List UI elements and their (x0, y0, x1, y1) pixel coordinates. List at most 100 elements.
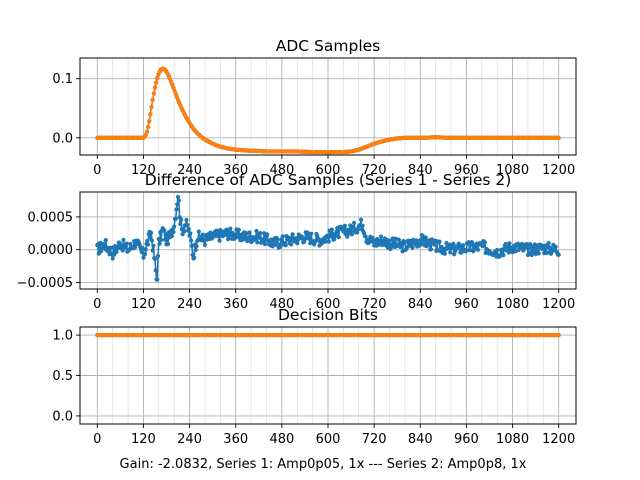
data-point (148, 112, 153, 117)
data-point (461, 243, 466, 248)
data-point (358, 217, 364, 222)
data-point (448, 250, 453, 255)
data-point (108, 245, 113, 250)
data-point (165, 241, 171, 247)
data-point (283, 243, 288, 248)
data-point (140, 245, 145, 251)
data-point (423, 235, 428, 240)
x-tick-label: 120 (131, 163, 156, 178)
data-point (152, 256, 158, 262)
data-point (142, 252, 148, 257)
data-point (392, 239, 397, 245)
data-point (145, 242, 151, 247)
data-point (254, 228, 259, 234)
data-point (329, 227, 334, 232)
data-point (428, 247, 434, 252)
data-point (225, 229, 230, 234)
chart-title: ADC Samples (276, 37, 380, 55)
data-point (370, 235, 375, 240)
data-point (172, 224, 177, 229)
y-tick-label: 0.0 (52, 409, 73, 424)
data-point (275, 237, 280, 242)
data-point (262, 242, 268, 247)
data-point (420, 233, 425, 238)
grid (80, 58, 576, 155)
data-point (390, 236, 395, 241)
data-point (526, 246, 531, 251)
figure-caption: Gain: -2.0832, Series 1: Amp0p05, 1x ---… (120, 457, 527, 472)
data-point (278, 244, 283, 249)
x-tick-label: 1080 (496, 432, 529, 447)
x-tick-label: 0 (93, 163, 101, 178)
data-point (355, 227, 361, 232)
x-tick-label: 360 (223, 297, 248, 312)
x-tick-label: 360 (223, 163, 248, 178)
series-2 (95, 66, 561, 155)
data-point (173, 216, 178, 221)
series-markers (95, 194, 561, 282)
y-tick-label: 0.0000 (28, 243, 74, 258)
data-point (418, 238, 423, 243)
x-tick-label: 480 (269, 163, 294, 178)
data-point (151, 243, 156, 248)
data-point (101, 241, 106, 247)
x-tick-label: 840 (408, 163, 433, 178)
x-tick-label: 600 (316, 297, 341, 312)
x-tick-label: 1200 (542, 297, 575, 312)
data-point (185, 222, 190, 228)
data-point (174, 207, 179, 212)
data-point (387, 238, 392, 243)
data-point (110, 256, 115, 261)
x-tick-label: 120 (131, 432, 156, 447)
data-point (144, 129, 149, 134)
x-tick-label: 120 (131, 297, 156, 312)
x-tick-label: 720 (362, 163, 387, 178)
data-point (196, 229, 201, 234)
data-point (501, 253, 506, 258)
data-point (247, 230, 252, 235)
chart-title: Decision Bits (278, 306, 378, 324)
data-point (155, 277, 160, 282)
data-point (326, 239, 331, 244)
data-point (194, 244, 199, 249)
data-point (288, 242, 294, 247)
data-point (432, 242, 437, 247)
x-tick-label: 240 (177, 297, 202, 312)
data-point (225, 237, 231, 242)
data-point (525, 252, 531, 258)
data-point (99, 249, 104, 254)
data-point (261, 238, 266, 243)
data-point (128, 241, 133, 247)
data-point (255, 240, 260, 245)
data-point (103, 238, 108, 243)
series-1 (95, 194, 561, 282)
data-point (193, 247, 198, 253)
x-tick-label: 600 (316, 432, 341, 447)
x-tick-label: 1080 (496, 163, 529, 178)
data-point (147, 119, 152, 124)
data-point (495, 247, 500, 253)
data-point (228, 226, 233, 231)
x-tick-label: 0 (93, 297, 101, 312)
data-point (405, 245, 410, 250)
series-markers (95, 332, 561, 338)
x-tick-label: 960 (454, 297, 479, 312)
x-tick-label: 1200 (542, 163, 575, 178)
data-point (482, 240, 487, 245)
y-tick-label: 0.0005 (28, 210, 74, 225)
series-markers (95, 66, 561, 155)
data-point (150, 97, 155, 103)
data-point (363, 234, 368, 239)
data-point (290, 232, 295, 237)
grid (80, 192, 576, 289)
data-point (145, 238, 150, 244)
grid (80, 327, 576, 424)
data-point (192, 255, 197, 260)
data-point (360, 223, 365, 228)
data-point (556, 252, 561, 257)
data-point (170, 82, 175, 87)
data-point (544, 250, 549, 256)
data-point (149, 238, 154, 243)
data-point (145, 124, 151, 130)
x-tick-label: 960 (454, 163, 479, 178)
